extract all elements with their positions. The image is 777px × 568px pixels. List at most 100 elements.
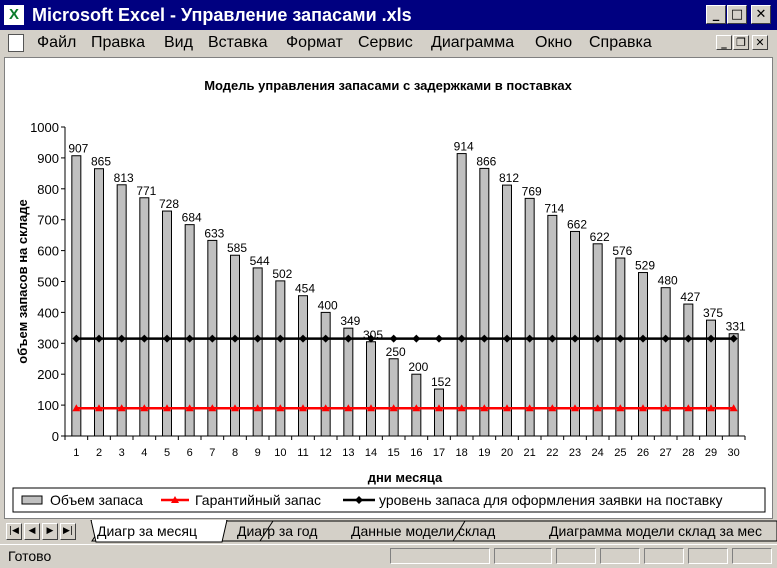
bar-data-label: 865 xyxy=(91,155,111,169)
inventory-chart[interactable]: Модель управления запасами с задержками … xyxy=(5,58,772,518)
tab-shape-4 xyxy=(452,520,777,542)
status-panel-7 xyxy=(732,548,772,564)
status-panel-4 xyxy=(600,548,640,564)
bar xyxy=(184,224,195,437)
reorder-level-marker xyxy=(163,334,171,343)
bar-data-label: 813 xyxy=(114,171,134,185)
status-panel-1 xyxy=(390,548,490,564)
bar xyxy=(94,168,104,437)
y-axis-label: объем запасов на складе xyxy=(15,199,30,364)
next-sheet-button[interactable]: ▶ xyxy=(42,523,58,540)
bar xyxy=(116,184,127,437)
safety-stock-marker xyxy=(480,404,489,412)
reorder-level-marker xyxy=(367,334,375,343)
first-sheet-button[interactable]: |◀ xyxy=(6,523,22,540)
safety-stock-marker xyxy=(412,404,421,412)
bar xyxy=(660,287,671,437)
safety-stock-marker xyxy=(548,404,557,412)
minimize-button[interactable]: _ xyxy=(706,5,726,24)
reorder-level-marker xyxy=(95,334,103,343)
reorder-level-marker xyxy=(571,334,579,343)
x-tick-label: 4 xyxy=(141,447,147,459)
reorder-level-marker xyxy=(548,334,557,343)
reorder-level-marker xyxy=(480,334,489,343)
bar-data-label: 250 xyxy=(386,345,406,359)
reorder-level-marker xyxy=(457,334,466,343)
bar xyxy=(434,388,444,437)
safety-stock-marker xyxy=(367,404,375,412)
tab-diagr-month[interactable]: Диагр за месяц xyxy=(97,523,197,539)
tab-diagr-year[interactable]: Диагр за год xyxy=(237,523,317,539)
bar xyxy=(728,333,739,437)
safety-stock-marker xyxy=(117,404,126,412)
reorder-level-marker xyxy=(299,334,307,343)
legend-marker-safety xyxy=(171,496,179,503)
y-tick-label: 700 xyxy=(37,213,59,228)
x-tick-label: 19 xyxy=(478,447,490,459)
safety-stock-marker xyxy=(253,404,262,412)
prev-sheet-button[interactable]: ◀ xyxy=(24,523,40,540)
legend-swatch-bars xyxy=(21,495,43,505)
bar xyxy=(162,210,172,437)
reorder-level-marker xyxy=(276,334,285,343)
bar xyxy=(230,254,240,437)
doc-close-button[interactable]: ✕ xyxy=(752,35,768,50)
x-tick-label: 12 xyxy=(320,447,332,459)
y-tick-label: 600 xyxy=(37,244,59,259)
bar-data-label: 684 xyxy=(182,211,202,225)
tab-model-data[interactable]: Данные модели склад xyxy=(351,523,495,539)
legend-label-bars: Объем запаса xyxy=(50,492,143,508)
menu-view[interactable]: Вид xyxy=(164,34,193,51)
bar-data-label: 400 xyxy=(318,298,338,312)
y-tick-label: 500 xyxy=(37,275,59,290)
reorder-level-marker xyxy=(435,334,443,343)
x-tick-label: 11 xyxy=(297,447,308,459)
x-tick-label: 29 xyxy=(705,447,717,459)
reorder-level-marker xyxy=(661,334,670,343)
menu-window[interactable]: Окно xyxy=(535,34,573,51)
y-tick-label: 0 xyxy=(52,429,59,444)
x-tick-label: 5 xyxy=(164,447,170,459)
menu-format[interactable]: Формат xyxy=(286,34,343,51)
doc-minimize-button[interactable]: _ xyxy=(716,35,732,50)
bar xyxy=(547,214,558,437)
last-sheet-button[interactable]: ▶| xyxy=(60,523,76,540)
x-tick-label: 30 xyxy=(728,447,740,459)
x-tick-label: 3 xyxy=(119,447,125,459)
bar xyxy=(71,155,82,437)
x-tick-label: 21 xyxy=(524,447,536,459)
excel-icon[interactable]: X xyxy=(4,5,24,25)
safety-stock-marker xyxy=(593,404,602,412)
active-tab-top xyxy=(92,520,226,521)
safety-stock-marker xyxy=(571,404,579,412)
menu-tools[interactable]: Сервис xyxy=(358,34,413,51)
close-button[interactable]: ✕ xyxy=(751,5,771,24)
bar xyxy=(706,319,716,437)
chart-area[interactable]: Модель управления запасами с задержками … xyxy=(4,57,773,519)
menu-file[interactable]: Файл xyxy=(37,34,77,51)
document-icon[interactable] xyxy=(8,34,24,52)
bar-data-label: 585 xyxy=(227,241,247,255)
reorder-level-marker xyxy=(616,334,625,343)
doc-restore-button[interactable]: ❐ xyxy=(733,35,749,50)
x-tick-label: 16 xyxy=(410,447,422,459)
menu-edit[interactable]: Правка xyxy=(91,34,146,51)
menu-chart[interactable]: Диаграмма xyxy=(431,34,515,51)
y-tick-label: 1000 xyxy=(30,120,59,135)
bar-data-label: 576 xyxy=(612,244,632,258)
status-text: Готово xyxy=(8,548,52,564)
bar-data-label: 771 xyxy=(136,184,156,198)
status-panel-2 xyxy=(494,548,552,564)
x-axis-label: дни месяца xyxy=(368,470,443,485)
y-tick-label: 100 xyxy=(37,398,59,413)
menu-insert[interactable]: Вставка xyxy=(208,34,268,51)
safety-stock-marker xyxy=(344,404,353,412)
bar-data-label: 375 xyxy=(703,306,723,320)
bar xyxy=(615,257,626,437)
maximize-button[interactable]: □ xyxy=(727,5,747,24)
y-tick-label: 300 xyxy=(37,336,59,351)
menu-help[interactable]: Справка xyxy=(589,34,652,51)
reorder-level-marker xyxy=(185,334,194,343)
reorder-level-marker xyxy=(729,334,738,343)
tab-model-chart[interactable]: Диаграмма модели склад за мес xyxy=(549,523,762,539)
